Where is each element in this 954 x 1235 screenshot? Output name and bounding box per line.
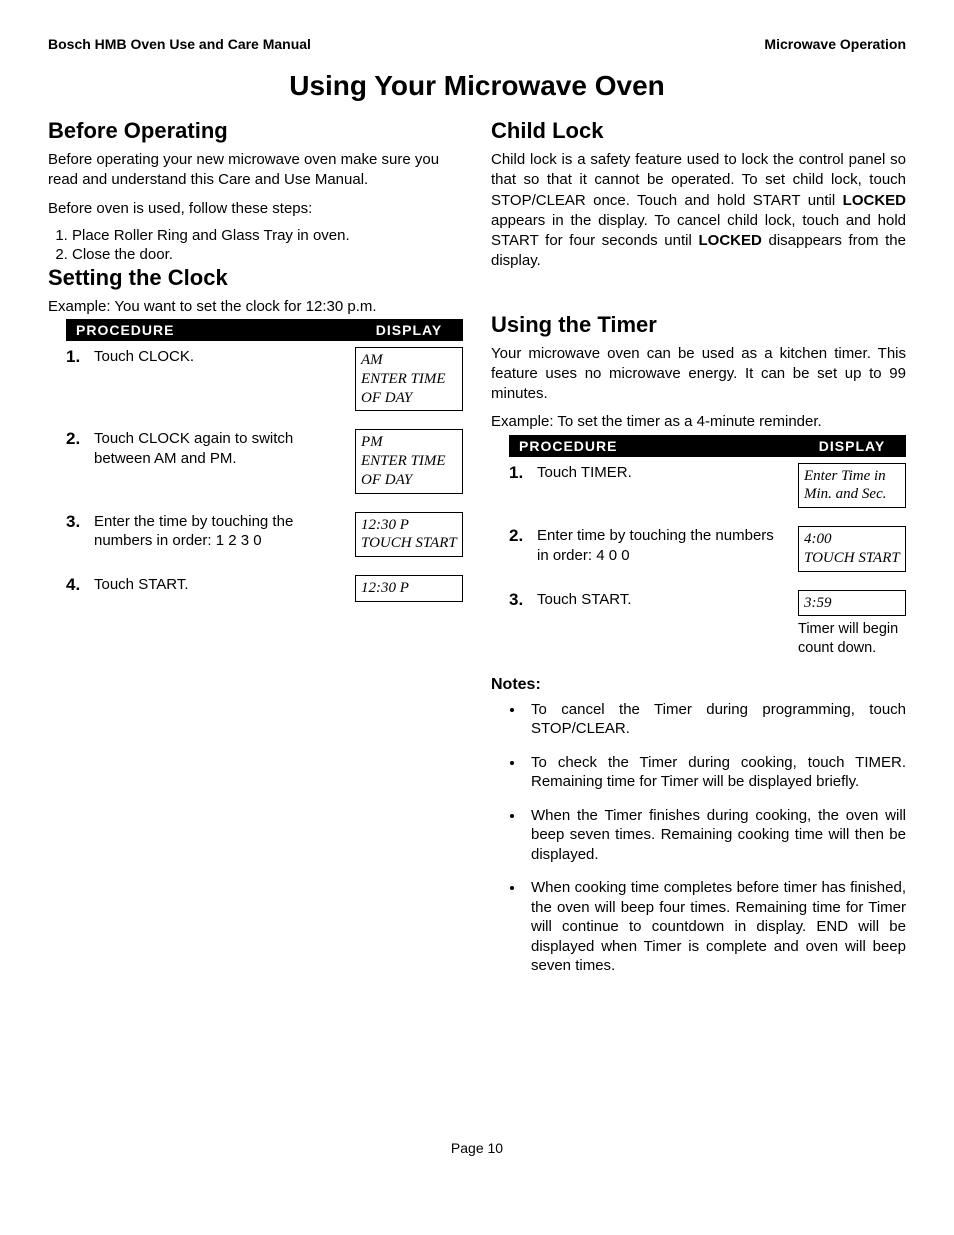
step-text: Touch START. [537,590,798,610]
col-header-procedure: PROCEDURE [66,319,355,341]
clock-step-row: 3. Enter the time by touching the number… [66,512,463,558]
before-operating-p1: Before operating your new microwave oven… [48,150,463,191]
notes-item: To cancel the Timer during programming, … [525,700,906,739]
before-operating-steps: Place Roller Ring and Glass Tray in oven… [48,227,463,263]
list-item: Place Roller Ring and Glass Tray in oven… [72,227,463,244]
clock-step-row: 1. Touch CLOCK. AM ENTER TIME OF DAY [66,347,463,411]
page-title: Using Your Microwave Oven [48,70,906,102]
step-text: Touch START. [94,575,355,595]
step-text: Touch CLOCK. [94,347,355,367]
step-number: 3. [66,512,94,532]
timer-step-row: 2. Enter time by touching the numbers in… [509,526,906,572]
notes-item: When the Timer finishes during cooking, … [525,806,906,865]
notes-heading: Notes: [491,676,906,694]
step-text: Enter the time by touching the numbers i… [94,512,355,551]
using-timer-p1: Your microwave oven can be used as a kit… [491,344,906,405]
step-number: 2. [66,429,94,449]
display-note: Timer will begin count down. [798,620,906,658]
page-number: Page 10 [48,1140,906,1156]
clock-step-row: 2. Touch CLOCK again to switch between A… [66,429,463,493]
child-lock-heading: Child Lock [491,118,906,144]
step-text: Touch CLOCK again to switch between AM a… [94,429,355,468]
timer-step-row: 3. Touch START. 3:59 Timer will begin co… [509,590,906,658]
child-lock-paragraph: Child lock is a safety feature used to l… [491,150,906,272]
display-box: 4:00 TOUCH START [798,526,906,572]
notes-item: When cooking time completes before timer… [525,878,906,976]
list-item: Close the door. [72,246,463,263]
step-number: 3. [509,590,537,610]
clock-table-header: PROCEDURE DISPLAY [66,319,463,341]
setting-clock-heading: Setting the Clock [48,265,463,291]
using-timer-example: Example: To set the timer as a 4-minute … [491,412,906,432]
notes-list: To cancel the Timer during programming, … [491,700,906,976]
header-left: Bosch HMB Oven Use and Care Manual [48,36,311,52]
step-number: 4. [66,575,94,595]
header-right: Microwave Operation [764,36,906,52]
step-number: 1. [509,463,537,483]
display-box: AM ENTER TIME OF DAY [355,347,463,411]
col-header-display: DISPLAY [355,319,463,341]
two-column-layout: Before Operating Before operating your n… [48,118,906,990]
display-box: 3:59 [798,590,906,617]
before-operating-heading: Before Operating [48,118,463,144]
col-header-procedure: PROCEDURE [509,435,798,457]
display-box: 12:30 P [355,575,463,602]
step-number: 1. [66,347,94,367]
using-timer-heading: Using the Timer [491,312,906,338]
bold-text: LOCKED [843,192,906,209]
step-text: Touch TIMER. [537,463,798,483]
right-column: Child Lock Child lock is a safety featur… [491,118,906,990]
step-number: 2. [509,526,537,546]
before-operating-p2: Before oven is used, follow these steps: [48,199,463,219]
display-box: Enter Time in Min. and Sec. [798,463,906,509]
timer-step-row: 1. Touch TIMER. Enter Time in Min. and S… [509,463,906,509]
notes-item: To check the Timer during cooking, touch… [525,753,906,792]
bold-text: LOCKED [698,232,761,249]
setting-clock-example: Example: You want to set the clock for 1… [48,297,463,317]
clock-step-row: 4. Touch START. 12:30 P [66,575,463,602]
left-column: Before Operating Before operating your n… [48,118,463,990]
display-box: PM ENTER TIME OF DAY [355,429,463,493]
timer-table-header: PROCEDURE DISPLAY [509,435,906,457]
step-text: Enter time by touching the numbers in or… [537,526,798,565]
col-header-display: DISPLAY [798,435,906,457]
page-header: Bosch HMB Oven Use and Care Manual Micro… [48,36,906,52]
display-box: 12:30 P TOUCH START [355,512,463,558]
